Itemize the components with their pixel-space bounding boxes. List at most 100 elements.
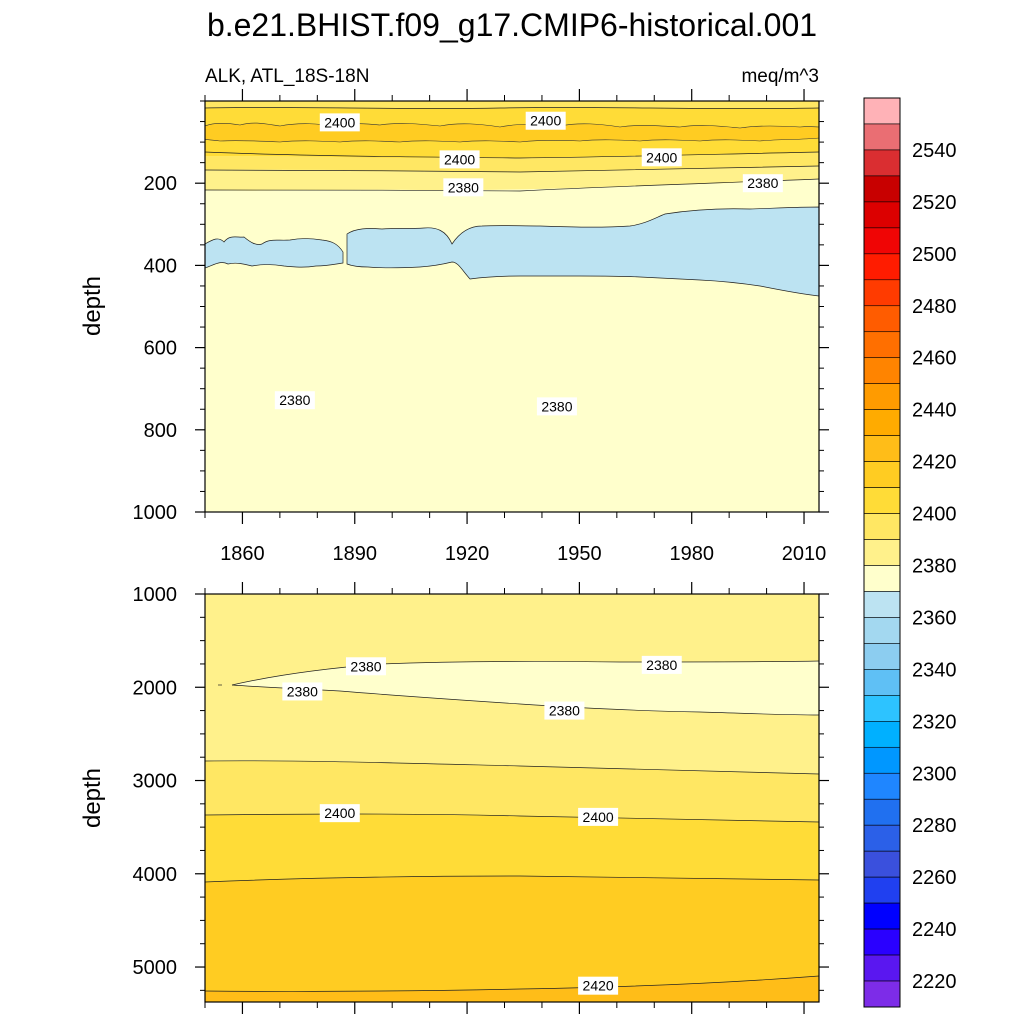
colorbar-swatch: [863, 331, 901, 359]
contour-label: 2380: [287, 683, 318, 699]
lower-panel: 1000 2000 3000 4000 5000 2380 2380 2380 2380 240…: [79, 582, 829, 1014]
y-tick-label: 1000: [133, 584, 178, 606]
chart-title: b.e21.BHIST.f09_g17.CMIP6-historical.001: [207, 7, 817, 43]
colorbar-label: 2280: [912, 815, 957, 837]
colorbar-label: 2480: [912, 296, 957, 318]
x-tick-label: 1890: [333, 543, 378, 565]
colorbar-label: 2360: [912, 607, 957, 629]
colorbar-swatch: [863, 902, 901, 930]
colorbar-swatch: [863, 175, 901, 203]
y-tick-label: 3000: [133, 771, 178, 793]
x-tick-label: 1860: [220, 543, 265, 565]
lower-y-axis-label: depth: [79, 768, 106, 828]
upper-panel: 200 400 600 800 1000 1860 1890 1920 1950 1980 2010…: [79, 89, 829, 565]
contour-label: 2380: [448, 179, 479, 195]
colorbar-swatch: [863, 669, 901, 696]
colorbar-label: 2460: [912, 348, 957, 370]
colorbar-swatch: [863, 824, 901, 852]
lower-band-2420-2430: [205, 976, 819, 1002]
upper-band-2360-2370: [205, 206, 819, 297]
lower-band-2410-2420: [205, 876, 819, 1002]
colorbar-swatch: [863, 591, 901, 618]
colorbar-swatch: [863, 487, 901, 514]
colorbar-label: 2540: [912, 140, 957, 162]
colorbar-label: 2240: [912, 919, 957, 941]
colorbar-swatch: [863, 383, 901, 410]
contour-label-bg: [525, 111, 566, 130]
chart-subtitle-right: meq/m^3: [741, 66, 819, 87]
contour-label-bg: [319, 804, 360, 823]
colorbar-swatch: [863, 954, 901, 982]
colorbar-swatch: [863, 850, 901, 878]
colorbar-label: 2400: [912, 504, 957, 526]
colorbar-swatch: [863, 435, 901, 462]
colorbar-swatch: [863, 643, 901, 670]
contour-label: 2400: [583, 809, 614, 825]
x-tick-label: 2010: [782, 543, 827, 565]
colorbar-swatch: [863, 772, 901, 800]
colorbar-swatch: [863, 279, 901, 307]
colorbar-swatch: [863, 513, 901, 540]
colorbar-label: 2300: [912, 763, 957, 785]
contour-label: 2380: [541, 398, 572, 414]
y-tick-label: 800: [144, 420, 177, 442]
contour-label: 2380: [279, 392, 310, 408]
colorbar-swatch: [863, 149, 901, 177]
colorbar-label: 2520: [912, 192, 957, 214]
colorbar-swatch: [863, 617, 901, 644]
colorbar-swatch: [863, 565, 901, 592]
colorbar-swatch: [863, 980, 901, 1008]
contour-label-bg: [345, 657, 386, 676]
contour-label: 2380: [747, 175, 778, 191]
lower-contour-labels: 2380 2380 2380 2380 2400 2400 2420: [282, 655, 682, 995]
colorbar-swatch: [863, 798, 901, 826]
colorbar-label: 2380: [912, 555, 957, 577]
lower-plot-frame: [204, 593, 820, 1003]
x-tick-label: 1950: [557, 543, 602, 565]
upper-contour-labels: 2400 2400 2400 2400 2380 2380 2380 2380: [274, 111, 783, 416]
upper-y-axis-label: depth: [79, 276, 106, 336]
colorbar-swatch: [863, 539, 901, 566]
colorbar-swatch: [863, 305, 901, 333]
contour-label-bg: [443, 178, 484, 197]
colorbar-swatch: [863, 201, 901, 229]
colorbar-label: 2440: [912, 400, 957, 422]
contour-label-bg: [578, 807, 619, 826]
colorbar-swatch: [863, 409, 901, 436]
upper-contour-lines: [205, 107, 819, 192]
contour-label: 2380: [350, 658, 381, 674]
contour-label: 2400: [646, 149, 677, 165]
contour-label: 2400: [324, 805, 355, 821]
colorbar-swatch: [863, 695, 901, 722]
colorbar-swatch: [863, 876, 901, 904]
x-tick-label: 1920: [445, 543, 490, 565]
contour-label-bg: [536, 397, 577, 416]
lower-axis-ticks: 1000 2000 3000 4000 5000: [133, 582, 829, 1014]
colorbar-swatch: [863, 227, 901, 255]
colorbar-label: 2340: [912, 659, 957, 681]
chart-subtitle-left: ALK, ATL_18S-18N: [205, 66, 369, 87]
colorbar-label: 2320: [912, 711, 957, 733]
contour-label-bg: [742, 174, 783, 193]
y-tick-label: 600: [144, 338, 177, 360]
contour-label-bg: [439, 150, 480, 169]
colorbar: 2540 2520 2500 2480 2460 2440 2420 2400 2380 2360…: [863, 97, 957, 1024]
colorbar-label: 2220: [912, 971, 957, 993]
y-tick-label: 2000: [133, 677, 178, 699]
contour-label-bg: [641, 655, 682, 674]
contour-label: 2400: [444, 151, 475, 167]
colorbar-frame: [863, 97, 901, 1008]
colorbar-label: 2420: [912, 452, 957, 474]
colorbar-label: 2200: [912, 1023, 957, 1024]
contour-label: 2380: [646, 657, 677, 673]
contour-label-bg: [544, 701, 585, 720]
colorbar-swatch: [863, 123, 901, 151]
colorbar-label: 2500: [912, 244, 957, 266]
upper-contour-fill: [205, 101, 819, 512]
y-tick-label: 4000: [133, 864, 178, 886]
contour-label-bg: [578, 976, 619, 995]
contour-label-bg: [641, 148, 682, 167]
colorbar-swatch: [863, 461, 901, 488]
colorbar-swatch: [863, 97, 901, 125]
